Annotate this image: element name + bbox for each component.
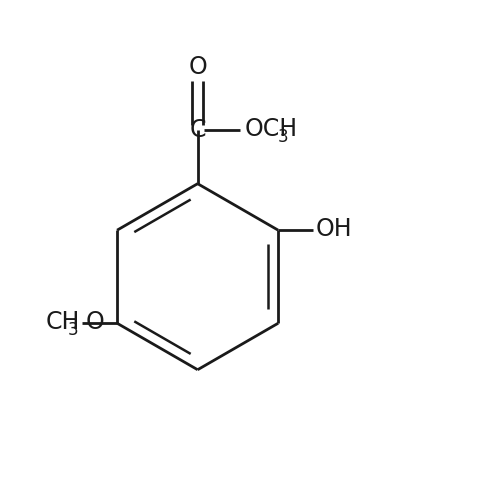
Text: O: O [86, 310, 105, 334]
Text: 3: 3 [68, 321, 79, 339]
Text: O: O [188, 56, 207, 80]
Text: C: C [189, 118, 206, 142]
Text: OH: OH [315, 217, 352, 241]
Text: 3: 3 [278, 128, 289, 146]
Text: OCH: OCH [244, 117, 297, 141]
Text: CH: CH [46, 310, 80, 334]
